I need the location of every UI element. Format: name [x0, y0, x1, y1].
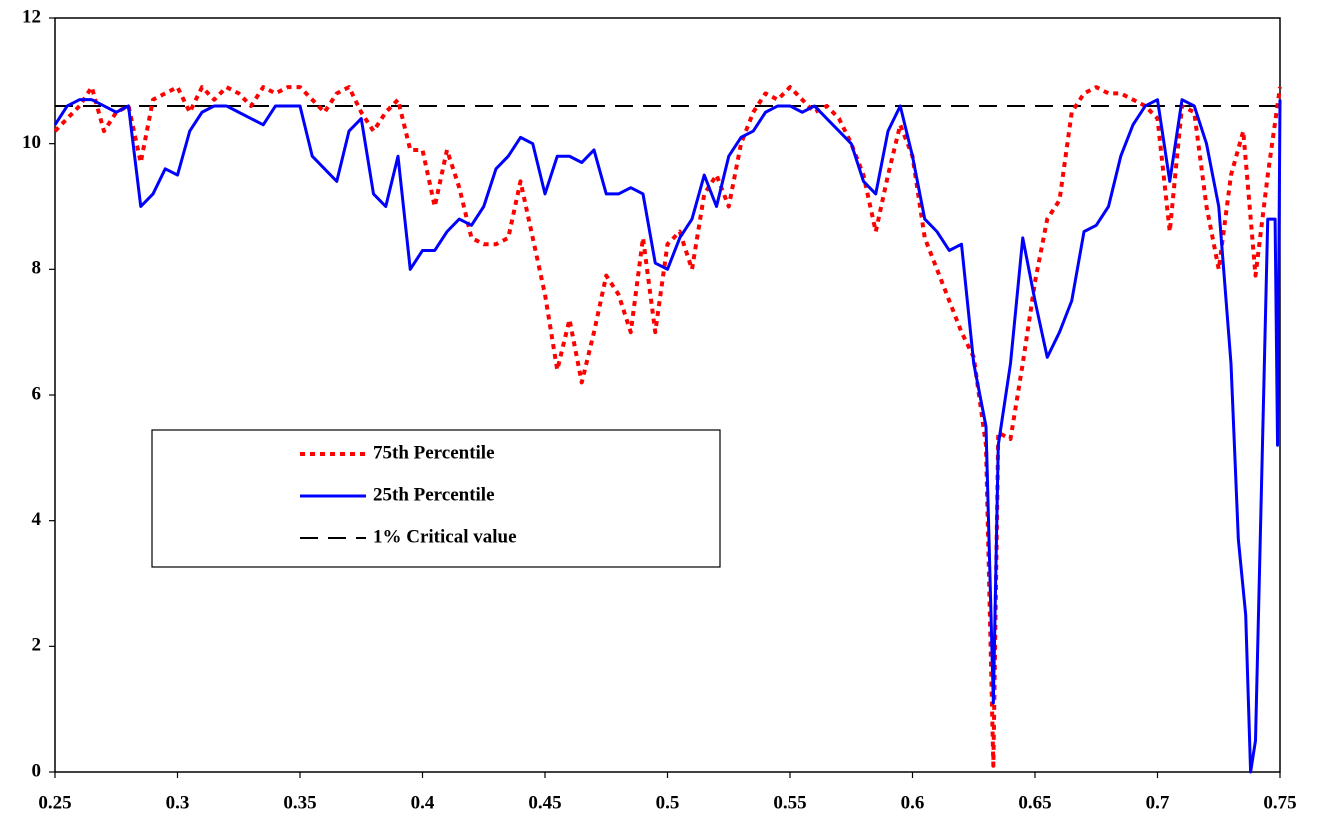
y-tick-label: 4: [32, 509, 42, 530]
x-tick-label: 0.65: [1018, 792, 1051, 813]
y-tick-label: 12: [22, 6, 41, 27]
x-tick-label: 0.6: [901, 792, 925, 813]
legend-label: 1% Critical value: [373, 526, 517, 547]
y-tick-label: 2: [32, 635, 42, 656]
x-tick-label: 0.35: [283, 792, 316, 813]
x-tick-label: 0.25: [38, 792, 71, 813]
y-tick-label: 6: [32, 383, 42, 404]
x-tick-label: 0.55: [773, 792, 806, 813]
y-tick-label: 8: [32, 258, 42, 279]
x-tick-label: 0.7: [1146, 792, 1170, 813]
y-tick-label: 10: [22, 132, 41, 153]
legend-box: [151, 429, 721, 568]
x-tick-label: 0.3: [166, 792, 190, 813]
plot-frame: [54, 17, 1281, 773]
x-tick-label: 0.75: [1263, 792, 1296, 813]
y-tick-label: 0: [32, 760, 42, 781]
x-tick-label: 0.5: [656, 792, 680, 813]
series-line: [53, 98, 1282, 774]
legend-label: 25th Percentile: [373, 484, 495, 505]
x-tick-label: 0.45: [528, 792, 561, 813]
legend-label: 75th Percentile: [373, 442, 495, 463]
series-line: [53, 85, 1282, 768]
x-tick-label: 0.4: [411, 792, 435, 813]
